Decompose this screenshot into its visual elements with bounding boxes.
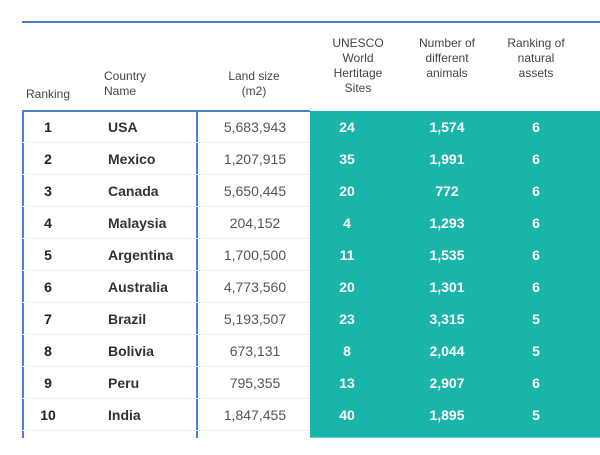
cell-land-size: 4,773,560 xyxy=(223,279,287,295)
row-divider xyxy=(22,398,310,399)
cell-ranking: 7 xyxy=(44,311,52,327)
row-divider xyxy=(22,206,310,207)
table-row[interactable]: 7 Brazil 5,193,507 23 3,315 5 xyxy=(22,303,600,335)
cell-unesco: 24 xyxy=(339,119,355,135)
cell-country: India xyxy=(108,407,141,423)
table-row[interactable]: 8 Bolivia 673,131 8 2,044 5 xyxy=(22,335,600,367)
cell-natural-assets: 6 xyxy=(532,215,540,231)
row-divider xyxy=(22,142,310,143)
header-natural-assets: Ranking of natural assets xyxy=(507,36,565,80)
cell-natural-assets: 6 xyxy=(532,279,540,295)
cell-natural-assets: 6 xyxy=(532,247,540,263)
cell-land-size: 5,193,507 xyxy=(223,311,287,327)
cell-animals: 2,907 xyxy=(429,375,465,391)
row-divider xyxy=(22,366,310,367)
header-unesco: UNESCO World Hertitage Sites xyxy=(332,36,384,95)
cell-ranking: 6 xyxy=(44,279,52,295)
cell-unesco: 23 xyxy=(339,311,355,327)
cell-animals: 1,895 xyxy=(429,407,465,423)
cell-unesco: 35 xyxy=(339,151,355,167)
cell-ranking: 10 xyxy=(40,407,56,423)
cell-unesco: 4 xyxy=(343,215,351,231)
row-divider xyxy=(22,430,310,431)
cell-natural-assets: 6 xyxy=(532,375,540,391)
cell-country: Bolivia xyxy=(108,343,154,359)
cell-country: Argentina xyxy=(108,247,174,263)
column-separator xyxy=(196,110,198,438)
cell-ranking: 9 xyxy=(44,375,52,391)
table-row[interactable]: 10 India 1,847,455 40 1,895 5 xyxy=(22,399,600,431)
cell-ranking: 1 xyxy=(44,119,52,135)
table-row[interactable]: 5 Argentina 1,700,500 11 1,535 6 xyxy=(22,239,600,271)
cell-natural-assets: 6 xyxy=(532,183,540,199)
table-row[interactable]: 4 Malaysia 204,152 4 1,293 6 xyxy=(22,207,600,239)
table-row[interactable]: 1 USA 5,683,943 24 1,574 6 xyxy=(22,111,600,143)
cell-unesco: 20 xyxy=(339,183,355,199)
cell-land-size: 1,847,455 xyxy=(223,407,287,423)
cell-ranking: 4 xyxy=(44,215,52,231)
cell-land-size: 795,355 xyxy=(229,375,281,391)
cell-unesco: 13 xyxy=(339,375,355,391)
header-animals: Number of different animals xyxy=(418,36,476,80)
cell-country: Australia xyxy=(108,279,168,295)
cell-land-size: 1,700,500 xyxy=(223,247,287,263)
cell-country: Malaysia xyxy=(108,215,167,231)
table-row[interactable]: 3 Canada 5,650,445 20 772 6 xyxy=(22,175,600,207)
cell-natural-assets: 6 xyxy=(532,151,540,167)
cell-animals: 1,293 xyxy=(429,215,465,231)
cell-animals: 1,301 xyxy=(429,279,465,295)
left-border xyxy=(22,110,24,438)
cell-land-size: 1,207,915 xyxy=(223,151,287,167)
cell-animals: 2,044 xyxy=(429,343,465,359)
cell-ranking: 2 xyxy=(44,151,52,167)
header-ranking: Ranking xyxy=(25,87,71,101)
cell-country: Peru xyxy=(108,375,140,391)
header-land-size: Land size (m2) xyxy=(228,69,280,98)
cell-unesco: 20 xyxy=(339,279,355,295)
cell-unesco: 8 xyxy=(343,343,351,359)
table-row[interactable]: 6 Australia 4,773,560 20 1,301 6 xyxy=(22,271,600,303)
cell-country: Canada xyxy=(108,183,159,199)
table-row[interactable]: 2 Mexico 1,207,915 35 1,991 6 xyxy=(22,143,600,175)
cell-animals: 1,535 xyxy=(429,247,465,263)
row-divider xyxy=(22,270,310,271)
cell-ranking: 3 xyxy=(44,183,52,199)
header-country: Country Name xyxy=(104,69,147,98)
cell-land-size: 5,683,943 xyxy=(223,119,287,135)
cell-unesco: 11 xyxy=(339,247,355,263)
cell-natural-assets: 5 xyxy=(532,311,540,327)
cell-animals: 1,991 xyxy=(429,151,465,167)
cell-natural-assets: 5 xyxy=(532,343,540,359)
cell-unesco: 40 xyxy=(339,407,355,423)
cell-land-size: 204,152 xyxy=(229,215,281,231)
table-top-border xyxy=(22,21,600,23)
cell-animals: 3,315 xyxy=(429,311,465,327)
table-row[interactable]: 9 Peru 795,355 13 2,907 6 xyxy=(22,367,600,399)
row-divider xyxy=(22,302,310,303)
cell-land-size: 5,650,445 xyxy=(223,183,287,199)
row-divider xyxy=(22,174,310,175)
row-divider xyxy=(22,334,310,335)
cell-natural-assets: 6 xyxy=(532,119,540,135)
cell-animals: 1,574 xyxy=(429,119,465,135)
cell-natural-assets: 5 xyxy=(532,407,540,423)
cell-country: Mexico xyxy=(108,151,156,167)
cell-ranking: 8 xyxy=(44,343,52,359)
row-divider xyxy=(22,238,310,239)
highlighted-columns xyxy=(310,111,600,438)
cell-land-size: 673,131 xyxy=(229,343,281,359)
selected-row-border xyxy=(22,110,310,112)
cell-country: USA xyxy=(108,119,138,135)
cell-ranking: 5 xyxy=(44,247,52,263)
cell-animals: 772 xyxy=(435,183,459,199)
cell-country: Brazil xyxy=(108,311,147,327)
